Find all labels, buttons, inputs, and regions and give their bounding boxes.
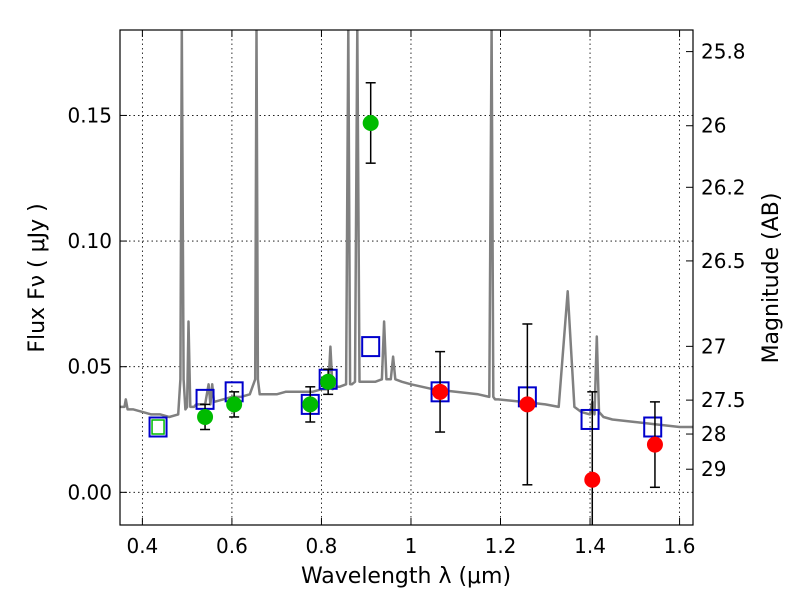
ticks-layer: 0.4 0.6 0.8 1 1.2 1.4 1.6 0.00 0.05 0.10 0.15 25.8 2…: [67, 30, 746, 558]
model-photometry-square: [580, 408, 600, 430]
data-point: [226, 396, 243, 413]
data-point: [646, 436, 663, 453]
data-point: [320, 373, 337, 390]
x-tick-label: 0.4: [126, 534, 158, 558]
data-point: [302, 396, 319, 413]
data-point: [519, 396, 536, 413]
plot-frame: [119, 29, 694, 526]
y-tick-label: 0.05: [67, 355, 112, 379]
x-tick-label: 1: [405, 534, 418, 558]
model-photometry-square: [361, 336, 381, 358]
right-tick-label: 26.2: [701, 175, 746, 199]
y-axis-label: Flux Fν ( μJy ): [25, 203, 50, 352]
model-photometry-square: [148, 416, 168, 438]
right-tick-label: 28: [701, 422, 726, 446]
right-tick-label: 27: [701, 334, 726, 358]
right-tick-label: 26: [701, 114, 726, 138]
right-tick-label: 27.5: [701, 388, 746, 412]
data-point: [362, 114, 379, 131]
x-tick-label: 1.6: [664, 534, 696, 558]
right-tick-label: 29: [701, 457, 726, 481]
y-tick-label: 0.10: [67, 229, 112, 253]
green-square-marker: [151, 419, 165, 435]
data-point: [197, 408, 214, 425]
grid: [120, 30, 693, 525]
y-tick-label: 0.15: [67, 103, 112, 127]
spectrum-line: [120, 30, 693, 429]
model-photometry-square: [643, 416, 663, 438]
points-layer: [148, 82, 663, 525]
x-tick-label: 0.6: [216, 534, 248, 558]
x-tick-label: 0.8: [306, 534, 338, 558]
x-axis-label: Wavelength λ (μm): [301, 564, 511, 589]
right-axis-label: Magnitude (AB): [759, 193, 784, 364]
spectrum-layer: [120, 30, 693, 429]
y-tick-label: 0.00: [67, 480, 112, 504]
right-tick-label: 25.8: [701, 40, 746, 64]
data-point: [584, 471, 601, 488]
data-point: [432, 383, 449, 400]
x-tick-label: 1.2: [485, 534, 517, 558]
right-tick-label: 26.5: [701, 249, 746, 273]
x-tick-label: 1.4: [574, 534, 606, 558]
